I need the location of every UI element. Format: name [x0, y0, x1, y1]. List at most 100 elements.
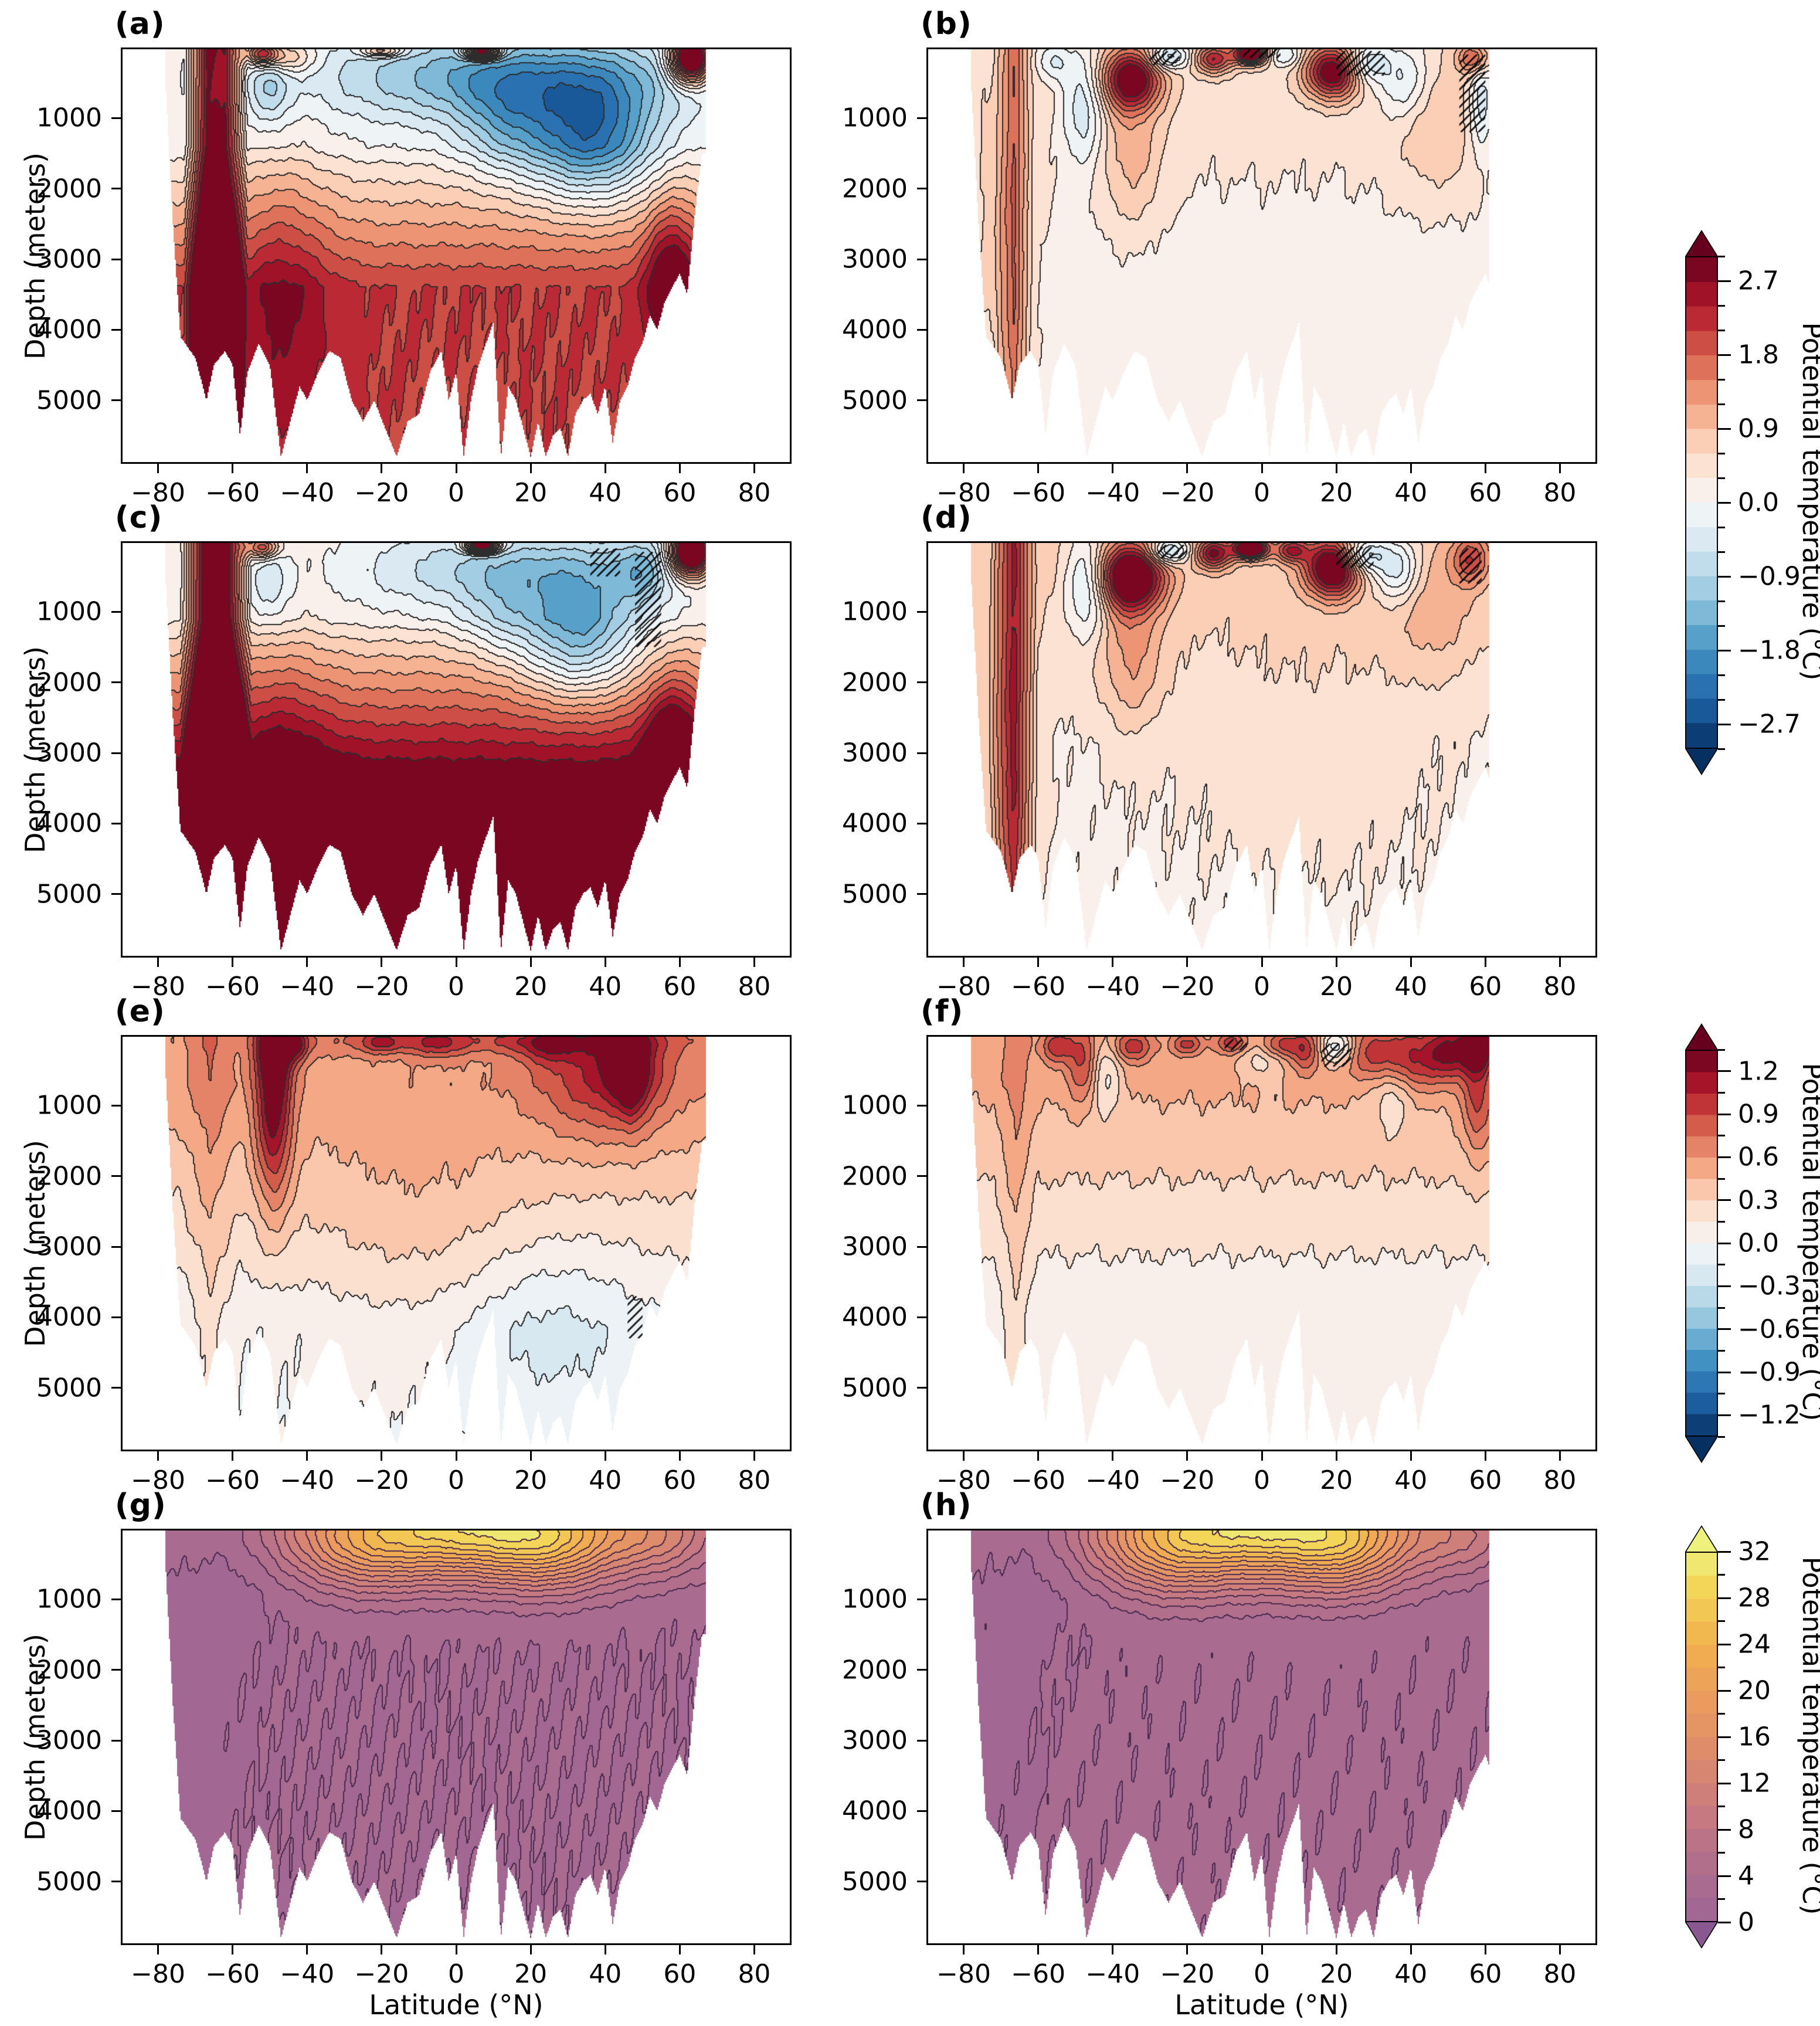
x-tick-label: −60 — [1011, 478, 1066, 508]
panel-a-contour-canvas — [121, 47, 792, 464]
x-tick-label: 0 — [1254, 1465, 1270, 1495]
panel-g: (g) −80 −60 −40 −20 0 20 40 60 80 1000 2000 3000 400… — [36, 1488, 792, 1989]
y-axis-label-row3: Depth (meters) — [19, 1139, 51, 1347]
x-tick-mark — [604, 1945, 606, 1954]
x-tick-mark — [157, 464, 159, 473]
colorbar-tick-mark — [1718, 1393, 1725, 1395]
x-tick-label: −80 — [131, 478, 185, 508]
x-tick-mark — [1037, 464, 1040, 473]
x-tick-mark — [1037, 1451, 1040, 1461]
y-tick-mark — [111, 399, 121, 402]
y-tick-label: 2000 — [842, 174, 908, 204]
y-tick-mark — [917, 893, 926, 895]
y-tick-mark — [917, 1739, 926, 1742]
x-tick-label: 0 — [1254, 478, 1270, 508]
x-tick-mark — [963, 958, 965, 967]
colorbar-tick-label: −0.6 — [1738, 1314, 1801, 1345]
x-tick-mark — [1261, 1945, 1263, 1954]
colorbar-tick-mark — [1718, 255, 1725, 257]
colorbar-tick-mark — [1718, 600, 1725, 602]
y-tick-mark — [111, 1246, 121, 1248]
y-tick-mark — [917, 1175, 926, 1177]
x-tick-label: 40 — [1394, 972, 1428, 1002]
x-tick-label: 80 — [738, 972, 771, 1002]
x-tick-label: 40 — [1394, 1959, 1428, 1989]
colorbar-tick-mark — [1718, 1921, 1731, 1923]
colorbar-tick-mark — [1718, 1550, 1731, 1553]
y-tick-mark — [917, 1669, 926, 1671]
x-tick-mark — [1410, 1945, 1412, 1954]
x-tick-mark — [306, 1451, 308, 1461]
x-tick-label: −80 — [131, 1959, 185, 1989]
colorbar-tick-mark — [1718, 1070, 1731, 1073]
y-tick-mark — [111, 1104, 121, 1107]
colorbar-tick-label: 20 — [1738, 1675, 1771, 1706]
y-tick-label: 3000 — [842, 738, 908, 768]
x-tick-label: −40 — [280, 1959, 335, 1989]
y-tick-mark — [111, 681, 121, 684]
panel-c: (c) −80 −60 −40 −20 0 20 40 60 80 1000 2000 3000 400… — [36, 500, 792, 1002]
colorbar-tick-label: −1.2 — [1738, 1400, 1801, 1430]
y-tick-label: 5000 — [842, 879, 908, 910]
panel-e-contour-canvas — [121, 1035, 792, 1451]
y-tick-label: 1000 — [36, 103, 102, 133]
y-tick-mark — [917, 681, 926, 684]
panel-c-label: (c) — [115, 500, 163, 535]
y-tick-label: 3000 — [36, 738, 102, 768]
colorbar-extend-upper-arrow — [1685, 1023, 1718, 1050]
y-tick-label: 2000 — [842, 1655, 908, 1685]
y-tick-label: 1000 — [842, 1090, 908, 1121]
x-tick-mark — [1410, 464, 1412, 473]
colorbar-tick-label: 0.0 — [1738, 1228, 1779, 1258]
x-tick-mark — [232, 1451, 234, 1461]
y-tick-label: 5000 — [36, 385, 102, 416]
y-tick-label: 4000 — [842, 1302, 908, 1332]
y-tick-mark — [917, 188, 926, 190]
colorbar-tick-mark — [1718, 1713, 1725, 1715]
colorbar-tick-label: 24 — [1738, 1629, 1771, 1660]
colorbar-tick-mark — [1718, 477, 1725, 479]
colorbar-tick-mark — [1718, 674, 1725, 676]
x-tick-label: 40 — [589, 972, 622, 1002]
colorbar-extend-lower-arrow — [1685, 749, 1718, 775]
x-tick-label: −20 — [1160, 1465, 1215, 1495]
y-tick-label: 1000 — [842, 1584, 908, 1614]
x-tick-mark — [1335, 464, 1337, 473]
panel-f-contour-canvas — [926, 1035, 1597, 1451]
x-tick-mark — [455, 1451, 457, 1461]
y-tick-mark — [917, 1598, 926, 1600]
colorbar-tick-label: 0.3 — [1738, 1185, 1779, 1216]
colorbar-extend-lower-arrow — [1685, 1437, 1718, 1463]
x-tick-mark — [678, 1945, 681, 1954]
x-tick-mark — [753, 1945, 755, 1954]
y-tick-label: 5000 — [36, 879, 102, 910]
x-tick-mark — [753, 464, 755, 473]
x-tick-label: 20 — [1320, 972, 1353, 1002]
colorbar-tick-mark — [1718, 452, 1725, 454]
x-tick-mark — [381, 958, 383, 967]
x-tick-label: 0 — [448, 972, 464, 1002]
x-tick-mark — [157, 1945, 159, 1954]
y-tick-mark — [917, 1246, 926, 1248]
y-tick-mark — [111, 328, 121, 331]
colorbar-gradient — [1685, 1552, 1718, 1922]
x-tick-mark — [1112, 958, 1114, 967]
x-tick-mark — [232, 1945, 234, 1954]
x-tick-mark — [1335, 1451, 1337, 1461]
x-tick-label: −40 — [280, 972, 335, 1002]
x-tick-label: 60 — [1469, 1465, 1502, 1495]
x-tick-mark — [1558, 1945, 1561, 1954]
x-tick-label: 60 — [663, 478, 697, 508]
panel-e: (e) −80 −60 −40 −20 0 20 40 60 80 1000 2000 3000 400… — [36, 994, 792, 1495]
x-tick-mark — [963, 1451, 965, 1461]
y-tick-label: 4000 — [36, 314, 102, 345]
y-tick-mark — [917, 1316, 926, 1318]
y-tick-mark — [917, 1881, 926, 1883]
x-tick-label: 20 — [514, 1465, 548, 1495]
x-tick-mark — [529, 1451, 532, 1461]
colorbar-tick-mark — [1718, 501, 1731, 504]
panel-e-label: (e) — [115, 994, 165, 1029]
colorbar-tick-mark — [1718, 329, 1725, 331]
x-tick-mark — [1261, 1451, 1263, 1461]
